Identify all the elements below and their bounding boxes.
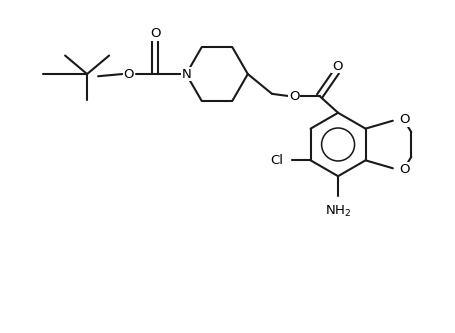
Text: O: O bbox=[123, 68, 134, 81]
Text: O: O bbox=[398, 113, 409, 126]
Text: O: O bbox=[150, 27, 160, 40]
Text: NH$_2$: NH$_2$ bbox=[324, 203, 350, 218]
Text: Cl: Cl bbox=[269, 154, 282, 167]
Text: N: N bbox=[181, 68, 191, 81]
Text: O: O bbox=[288, 90, 298, 103]
Text: O: O bbox=[331, 60, 342, 73]
Text: O: O bbox=[398, 163, 409, 176]
